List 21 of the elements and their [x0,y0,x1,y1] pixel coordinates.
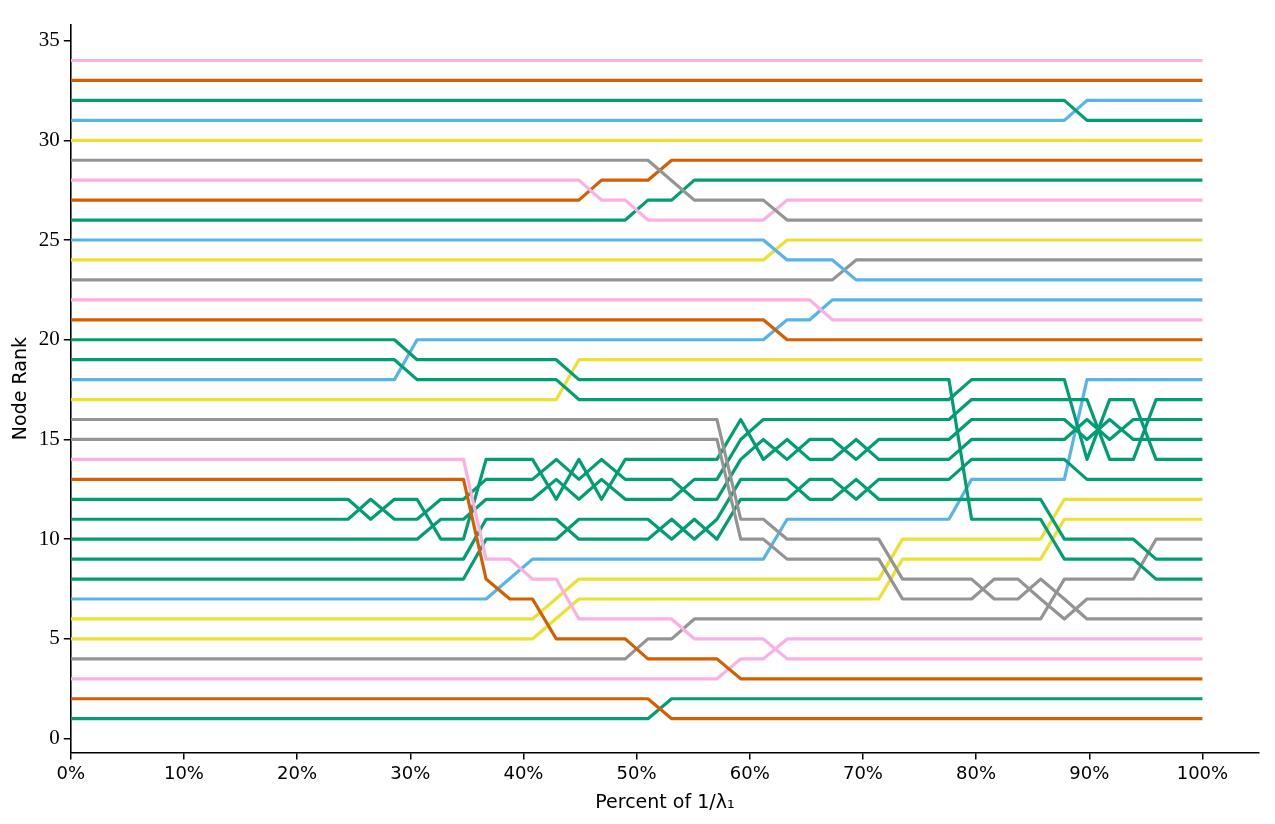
y-tick-label: 30 [38,126,60,151]
y-tick-label: 15 [38,425,60,450]
y-tick-label: 20 [38,326,60,351]
y-tick-label: 0 [49,725,60,750]
x-tick-label: 60% [729,762,770,784]
y-tick-label: 25 [38,226,60,251]
y-tick-label: 10 [38,525,60,550]
y-axis-title: Node Rank [8,337,31,441]
x-tick-label: 50% [616,762,657,784]
x-tick-label: 40% [503,762,544,784]
x-tick-label: 10% [163,762,204,784]
x-tick-label: 30% [390,762,431,784]
x-tick-label: 100% [1176,762,1229,784]
y-tick-label: 5 [49,625,60,650]
x-tick-label: 80% [956,762,997,784]
x-axis-title: Percent of 1/λ₁ [595,789,735,812]
x-tick-label: 20% [277,762,318,784]
y-tick-label: 35 [38,27,60,52]
x-tick-label: 90% [1069,762,1110,784]
x-tick-label: 70% [842,762,883,784]
x-tick-label: 0% [56,762,86,784]
